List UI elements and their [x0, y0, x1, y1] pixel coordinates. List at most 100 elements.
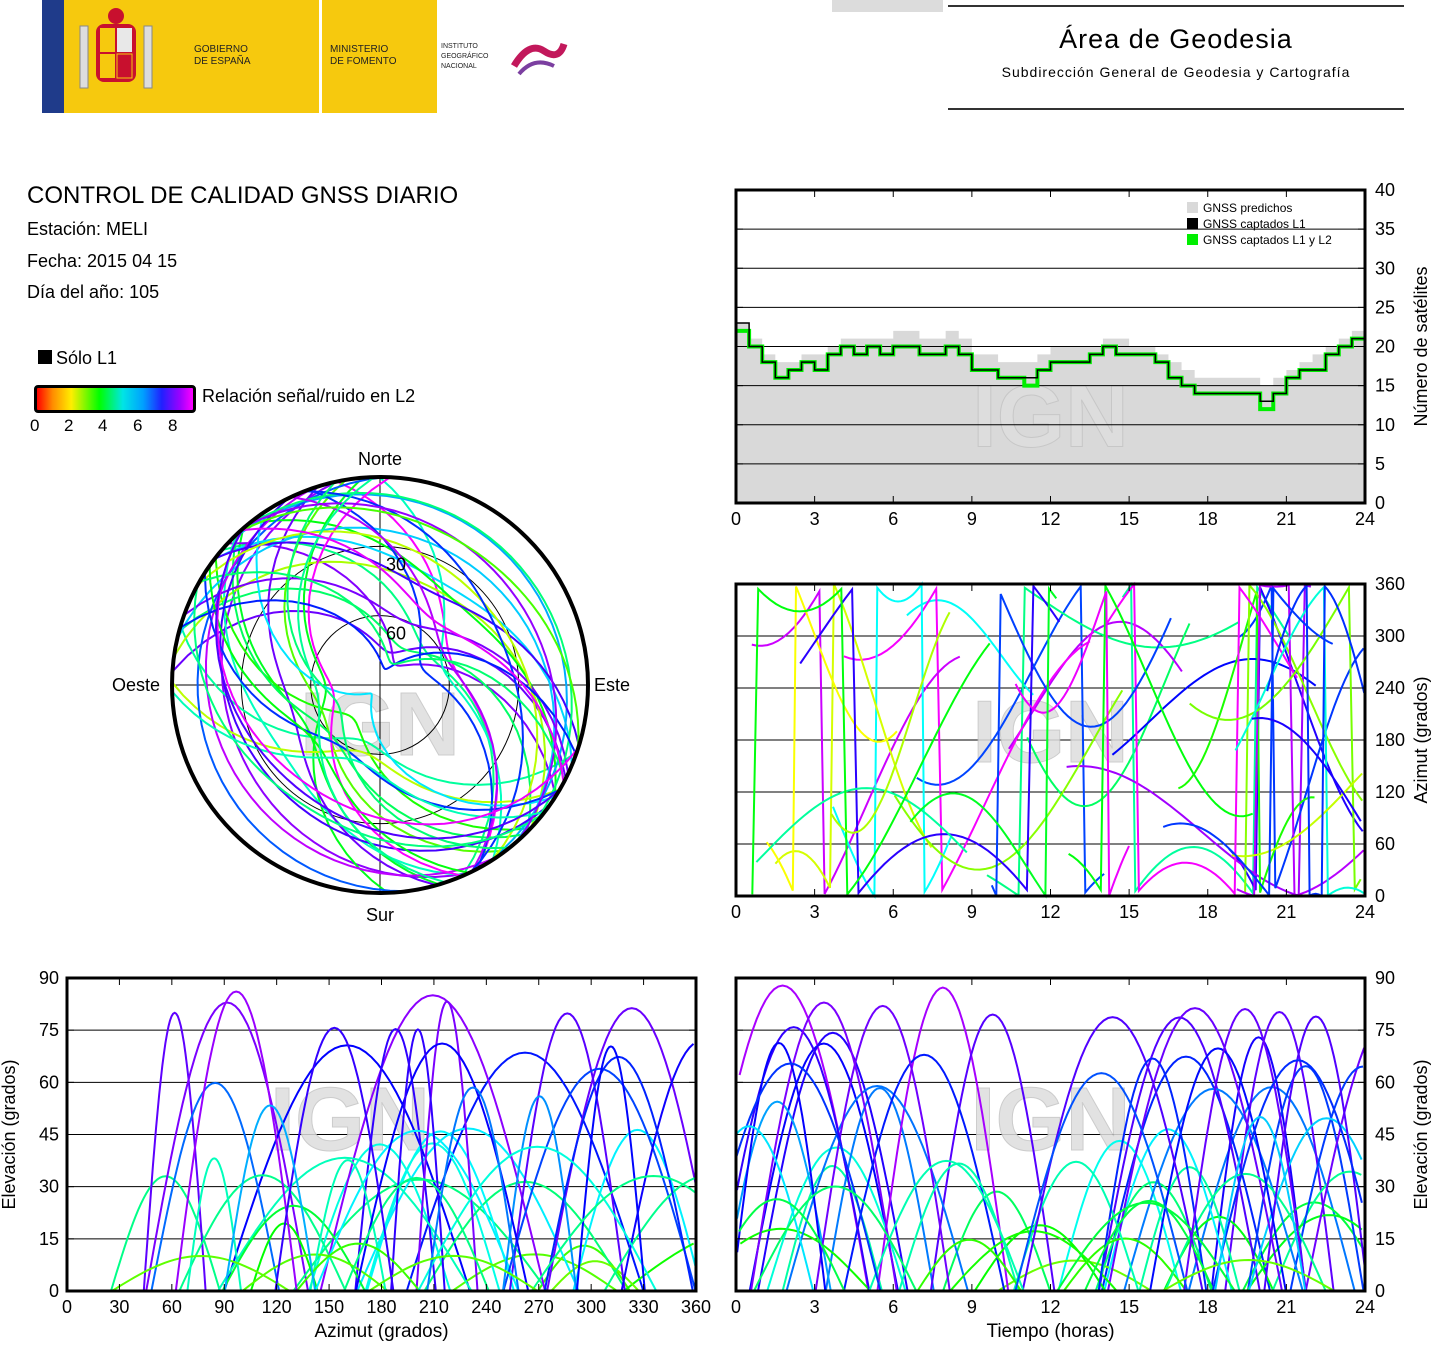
azimuth-track: [765, 586, 898, 891]
elevation-time-track: [1224, 1010, 1335, 1292]
y-axis-label: Elevación (grados): [1411, 1059, 1431, 1209]
azimuth-track: [799, 583, 1061, 896]
satellite-track: [240, 527, 565, 783]
satellite-track: [199, 571, 566, 782]
plot-frame: [734, 976, 1367, 1293]
x-tick-label: 15: [1119, 1297, 1139, 1317]
azimuth-track: [1236, 584, 1365, 898]
satellite-track: [227, 493, 568, 865]
satellite-track: [214, 527, 561, 840]
elevation-time-track: [1246, 1065, 1365, 1292]
gov-line-1: GOBIERNO: [194, 44, 248, 55]
azimuth-track: [832, 581, 953, 900]
x-tick-label: 120: [262, 1297, 292, 1317]
x-tick-label: 360: [681, 1297, 711, 1317]
area-subtitle: Subdirección General de Geodesia y Carto…: [1001, 64, 1351, 80]
elevation-azimuth-track: [343, 1176, 490, 1292]
elevation-azimuth-tracks: [110, 990, 697, 1292]
elevation-time-track: [1161, 1258, 1335, 1292]
legend-l1-text: Sólo L1: [56, 348, 118, 368]
x-tick-label: 21: [1276, 509, 1296, 529]
plot-frame: [734, 582, 1367, 898]
x-tick-label: 24: [1355, 902, 1375, 922]
legend-l1-swatch: [38, 350, 52, 364]
azimuth-track: [909, 585, 1058, 899]
azimuth-track: [1231, 772, 1363, 858]
y-tick-label: 75: [39, 1020, 59, 1040]
y-tick-label: 30: [1375, 1177, 1395, 1197]
elevation-azimuth-track: [314, 1129, 520, 1292]
y-tick-label: 45: [1375, 1125, 1395, 1145]
x-tick-label: 0: [62, 1297, 72, 1317]
elevation-azimuth-track: [295, 1242, 421, 1292]
y-tick-label: 240: [1375, 678, 1405, 698]
satellite-track: [238, 506, 580, 749]
satellite-track: [213, 535, 573, 766]
plot-frame: [65, 976, 698, 1293]
azimuth-track: [1111, 658, 1317, 756]
satellite-track: [204, 487, 498, 877]
skyplot-horizon: [170, 475, 590, 895]
legend-swatch: [1187, 234, 1198, 245]
elevation-azimuth-track: [178, 1174, 347, 1292]
elevation-time-track: [1263, 1015, 1366, 1292]
colorbar-tick: 0: [30, 416, 40, 435]
elevation-time-track: [735, 1125, 815, 1292]
label-east: Este: [594, 675, 630, 695]
elevation-time-tracks: [735, 984, 1366, 1292]
azimuth-track: [1189, 583, 1362, 893]
coat-of-arms-icon: [79, 8, 153, 89]
station-label: Estación: MELI: [27, 219, 149, 239]
satellite-track: [216, 528, 579, 826]
elevation-time-track: [1138, 1166, 1241, 1292]
elevation-azimuth-track: [241, 1253, 389, 1292]
elevation-azimuth-track: [543, 1055, 694, 1292]
x-tick-label: 270: [524, 1297, 554, 1317]
x-tick-label: 240: [471, 1297, 501, 1317]
gov-line-2: DE ESPAÑA: [194, 56, 251, 67]
elevation-time-track: [1183, 1007, 1307, 1292]
elevation-azimuth-track: [368, 1254, 539, 1292]
azimuth-track: [1177, 591, 1315, 893]
x-axis-label: Tiempo (horas): [986, 1321, 1114, 1342]
x-tick-label: 3: [810, 1297, 820, 1317]
min-line-2: DE FOMENTO: [330, 56, 397, 67]
elevation-azimuth-track: [319, 994, 547, 1292]
x-tick-label: 18: [1198, 1297, 1218, 1317]
elevation-time-track: [916, 1238, 1022, 1292]
institutional-logos: GOBIERNO DE ESPAÑA MINISTERIO DE FOMENTO…: [42, 0, 943, 113]
satellite-track: [255, 512, 556, 807]
y-tick-label: 0: [1375, 886, 1385, 906]
elevation-azimuth-track: [572, 1128, 697, 1292]
x-tick-label: 18: [1198, 509, 1218, 529]
elevation-time-track: [814, 1004, 951, 1292]
snr-colorbar: [34, 385, 196, 413]
x-tick-label: 3: [810, 902, 820, 922]
satellite-track: [221, 541, 495, 877]
y-tick-label: 40: [1375, 180, 1395, 200]
azimuth-track: [1251, 716, 1362, 822]
ign-logo: INSTITUTO GEOGRÁFICO NACIONAL: [437, 0, 943, 113]
x-tick-label: 21: [1276, 1297, 1296, 1317]
x-tick-label: 6: [888, 509, 898, 529]
y-tick-label: 15: [39, 1229, 59, 1249]
y-tick-label: 15: [1375, 1229, 1395, 1249]
colorbar-tick: 8: [168, 416, 178, 435]
min-line-1: MINISTERIO: [330, 44, 389, 55]
x-tick-label: 30: [109, 1297, 129, 1317]
x-tick-label: 300: [576, 1297, 606, 1317]
y-tick-label: 300: [1375, 626, 1405, 646]
elevation-time-track: [824, 1087, 935, 1292]
azimuth-track: [906, 599, 1034, 696]
x-axis-label: Azimut (grados): [314, 1321, 448, 1342]
azimuth-track: [1104, 581, 1298, 897]
x-tick-label: 150: [314, 1297, 344, 1317]
elevation-azimuth-track: [451, 1253, 618, 1292]
elevation-time-track: [757, 1031, 909, 1292]
y-tick-label: 45: [39, 1125, 59, 1145]
elevation-azimuth-track: [186, 1157, 242, 1292]
elevation-time-track: [1304, 1047, 1366, 1292]
elevation-azimuth-track: [308, 1143, 452, 1292]
